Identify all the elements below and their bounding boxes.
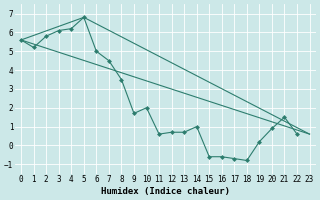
X-axis label: Humidex (Indice chaleur): Humidex (Indice chaleur) — [101, 187, 230, 196]
